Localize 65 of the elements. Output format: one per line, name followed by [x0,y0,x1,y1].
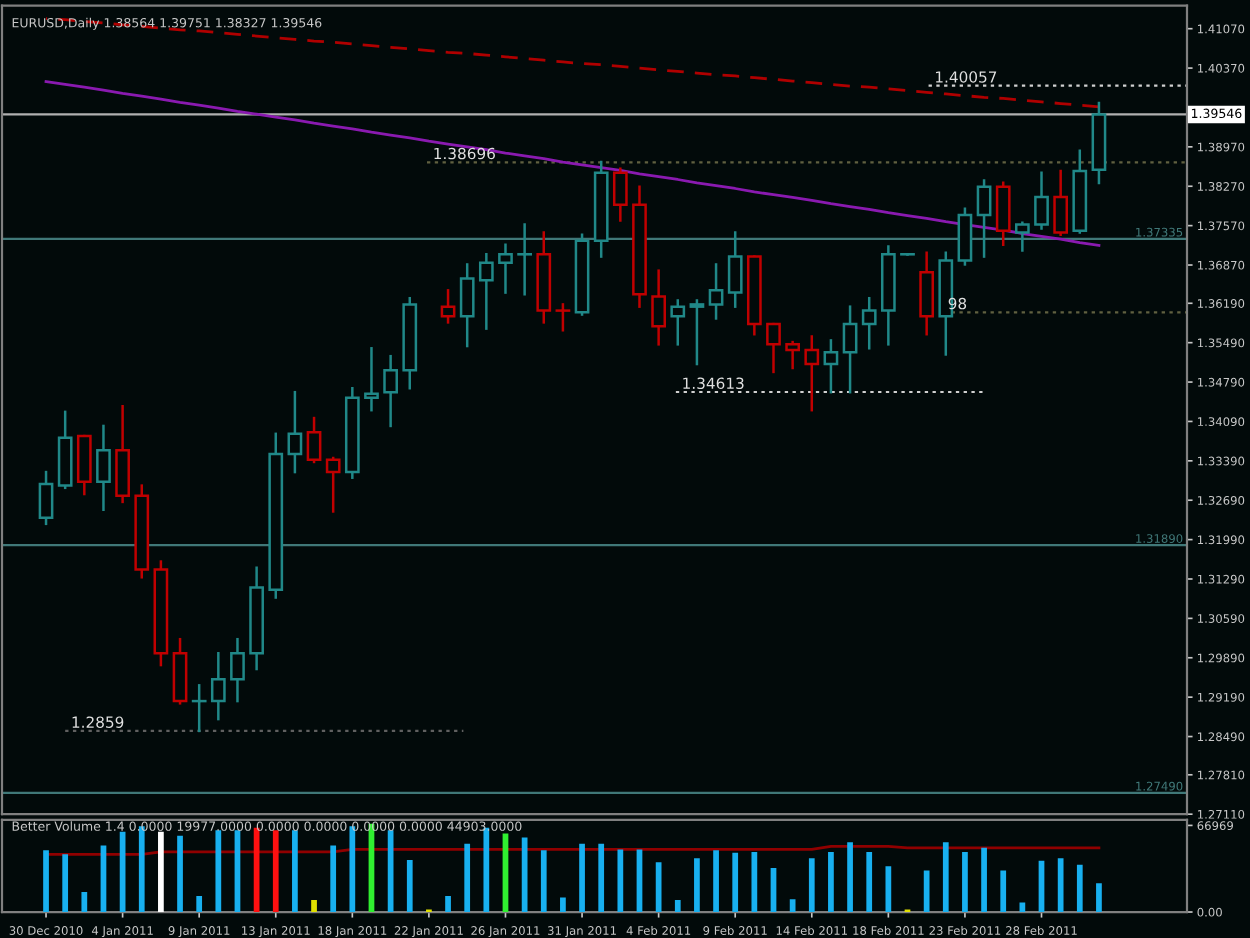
bar [1057,858,1064,913]
candlestick [1072,149,1088,234]
candlestick [976,179,992,258]
candlestick [230,637,245,703]
bar [406,859,413,913]
candlestick [344,386,360,479]
bar [62,854,69,913]
bar [981,847,987,913]
candlestick [919,251,935,336]
candlestick [517,223,532,296]
bar [866,851,873,913]
candlestick [249,566,264,671]
bar [942,842,949,913]
bar [311,899,317,913]
bar [808,858,815,913]
bar [789,899,796,913]
candlestick [134,484,150,579]
candlestick [287,390,303,474]
bar [158,831,164,913]
candlestick [1053,169,1069,236]
bar [598,843,605,913]
candlestick [632,185,647,308]
candlestick [498,243,513,294]
candlestick [115,405,130,504]
candlestick [383,354,398,428]
bar [1019,902,1026,913]
bar [579,843,585,913]
candlestick [1034,171,1049,230]
candlestick [96,424,111,512]
bar [694,858,700,913]
bar [292,830,298,913]
bar [732,852,739,913]
bar [1076,864,1083,913]
bar [885,866,892,913]
candlestick [785,340,801,370]
candlestick [364,347,379,412]
bar [655,862,662,913]
bar [1000,870,1007,913]
bar [962,851,968,913]
bar [215,830,222,913]
bar [847,842,853,913]
bar [177,835,183,913]
bar [43,850,49,913]
bar [349,826,356,913]
bar [196,895,203,913]
candlestick [880,245,896,346]
bar [1096,883,1102,913]
bar [617,849,624,913]
bar [81,891,88,913]
candlestick [612,167,628,222]
bar [540,850,547,913]
bar [330,845,337,913]
bar [464,843,471,913]
bar [483,827,490,913]
candlestick [478,253,494,330]
bar [828,851,834,913]
bar [751,851,758,913]
bar [674,899,681,913]
bar [560,897,566,913]
bar [713,850,719,913]
candlestick [210,652,226,721]
bar [923,870,930,913]
candlestick [651,269,667,346]
bar [445,895,451,913]
bar [272,830,279,913]
